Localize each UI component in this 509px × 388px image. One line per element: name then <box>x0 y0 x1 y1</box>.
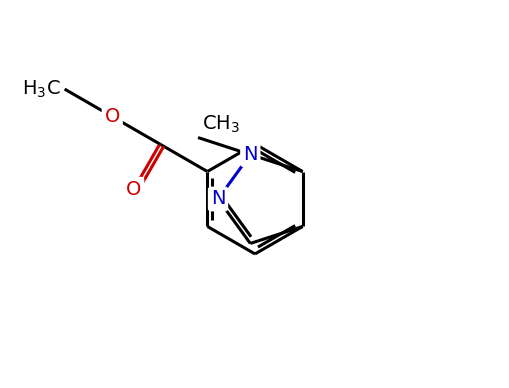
Text: H$_3$C: H$_3$C <box>22 78 61 100</box>
Text: N: N <box>210 189 225 208</box>
Text: O: O <box>104 107 120 126</box>
Text: CH$_3$: CH$_3$ <box>202 114 240 135</box>
Text: N: N <box>243 145 257 164</box>
Text: O: O <box>126 180 141 199</box>
